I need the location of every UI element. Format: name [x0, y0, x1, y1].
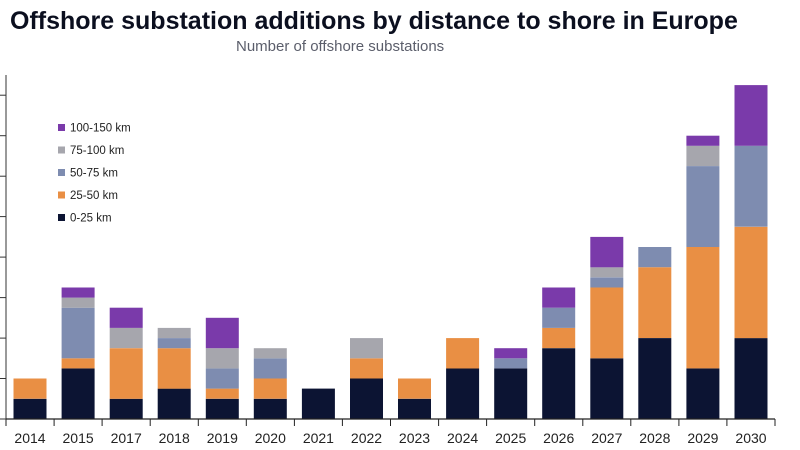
x-tick-label-2023: 2023 — [399, 430, 430, 446]
bar-segment-2015-25-50km — [61, 358, 95, 369]
bar-segment-2024-0-25km — [446, 368, 480, 419]
legend-label-50-75km: 50-75 km — [70, 168, 118, 180]
bar-segment-2017-100-150km — [109, 307, 143, 328]
bar-segment-2017-75-100km — [109, 327, 143, 349]
x-tick-label-2027: 2027 — [591, 430, 622, 446]
bar-segment-2027-75-100km — [590, 267, 624, 278]
bar-segment-2015-100-150km — [61, 287, 95, 298]
axis-group — [0, 75, 776, 426]
bar-segment-2015-0-25km — [61, 368, 95, 419]
bar-segment-2014-25-50km — [13, 378, 47, 399]
bar-segment-2015-50-75km — [61, 307, 95, 359]
bar-segment-2025-50-75km — [494, 358, 528, 369]
x-tick-label-2017: 2017 — [111, 430, 142, 446]
bar-segment-2022-25-50km — [350, 358, 383, 379]
bar-segment-2028-25-50km — [638, 267, 672, 338]
x-tick-label-2019: 2019 — [207, 430, 238, 446]
bar-segment-2023-25-50km — [398, 378, 431, 399]
bar-segment-2030-100-150km — [734, 85, 768, 146]
legend-swatch-100-150km — [58, 124, 65, 131]
bar-segment-2027-100-150km — [590, 236, 624, 268]
legend-label-0-25km: 0-25 km — [70, 213, 112, 225]
x-tick-label-2022: 2022 — [351, 430, 382, 446]
legend-swatch-0-25km — [58, 214, 65, 221]
bar-segment-2025-0-25km — [494, 368, 528, 419]
legend-swatch-25-50km — [58, 191, 65, 199]
bar-segment-2027-25-50km — [590, 287, 624, 359]
bar-segment-2020-75-100km — [253, 348, 287, 359]
x-tick-label-2025: 2025 — [495, 430, 526, 446]
bar-segment-2018-75-100km — [157, 327, 191, 338]
bar-segment-2026-100-150km — [542, 287, 576, 308]
legend-label-100-150km: 100-150 km — [70, 123, 131, 135]
bar-segment-2019-25-50km — [205, 388, 239, 399]
x-tick-label-2018: 2018 — [159, 430, 190, 446]
bar-segment-2021-0-25km — [301, 388, 335, 419]
bar-segment-2019-50-75km — [205, 368, 239, 389]
legend-swatch-50-75km — [58, 169, 65, 176]
bar-segment-2019-100-150km — [205, 317, 239, 349]
bar-segment-2020-50-75km — [253, 358, 287, 379]
bar-segment-2015-75-100km — [61, 297, 95, 308]
legend-label-75-100km: 75-100 km — [70, 145, 124, 157]
bar-segment-2030-25-50km — [734, 226, 768, 339]
bar-segment-2026-50-75km — [542, 307, 576, 328]
x-tick-label-2015: 2015 — [63, 430, 94, 446]
x-tick-label-2026: 2026 — [543, 430, 574, 446]
bar-segment-2029-25-50km — [686, 247, 720, 369]
bar-segment-2018-0-25km — [157, 388, 191, 419]
bar-segment-2020-0-25km — [253, 398, 287, 419]
x-tick-label-2024: 2024 — [447, 430, 478, 446]
bar-segment-2017-25-50km — [109, 348, 143, 399]
x-tick-label-2030: 2030 — [735, 430, 766, 446]
chart-subtitle: Number of offshore substations — [236, 38, 445, 55]
bar-segment-2014-0-25km — [13, 398, 47, 419]
bar-segment-2018-25-50km — [157, 348, 191, 389]
bar-segment-2024-25-50km — [446, 338, 480, 369]
bar-segment-2028-0-25km — [638, 338, 672, 419]
bar-segment-2017-0-25km — [109, 398, 143, 419]
bar-segment-2030-50-75km — [734, 145, 768, 227]
bar-segment-2027-0-25km — [590, 358, 624, 419]
bar-segment-2025-100-150km — [494, 348, 528, 359]
bar-segment-2026-0-25km — [542, 348, 576, 419]
bar-segment-2023-0-25km — [398, 398, 431, 419]
legend-swatch-75-100km — [58, 146, 65, 154]
bar-segment-2027-50-75km — [590, 277, 624, 288]
x-tick-label-2029: 2029 — [687, 430, 718, 446]
bar-segment-2020-25-50km — [253, 378, 287, 399]
bars-group — [13, 85, 768, 419]
bar-segment-2029-75-100km — [686, 145, 720, 166]
legend-label-25-50km: 25-50 km — [70, 190, 118, 202]
legend: 100-150 km 75-100 km 50-75 km 25-50 km 0-25 … — [58, 123, 131, 225]
x-tick-label-2021: 2021 — [303, 430, 334, 446]
bar-segment-2029-100-150km — [686, 135, 720, 146]
bar-segment-2019-0-25km — [205, 398, 239, 419]
x-tick-label-2014: 2014 — [14, 430, 45, 446]
bar-segment-2022-0-25km — [350, 378, 383, 419]
bar-segment-2029-0-25km — [686, 368, 720, 419]
bar-segment-2029-50-75km — [686, 166, 720, 247]
bar-segment-2030-0-25km — [734, 338, 768, 419]
bar-segment-2019-75-100km — [205, 348, 239, 369]
x-tick-labels: 2014 2015 2017 2018 2019 2020 2021 2022 2023 2024… — [14, 430, 766, 446]
x-tick-label-2028: 2028 — [639, 430, 670, 446]
bar-segment-2018-50-75km — [157, 338, 191, 349]
chart-title: Offshore substation additions by distanc… — [10, 7, 738, 35]
bar-segment-2028-50-75km — [638, 247, 672, 268]
bar-segment-2022-75-100km — [350, 338, 383, 359]
x-tick-label-2020: 2020 — [255, 430, 286, 446]
bar-segment-2026-25-50km — [542, 327, 576, 349]
